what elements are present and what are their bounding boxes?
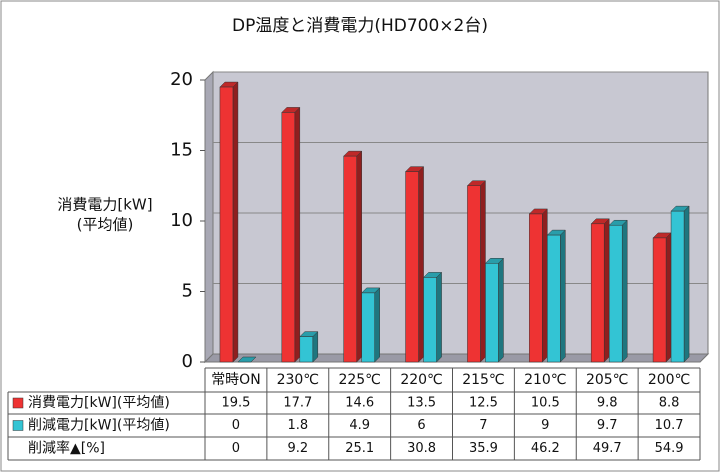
x-tick-label: 215℃ (462, 372, 504, 388)
y-tick-label: 20 (170, 69, 193, 90)
y-tick-label: 5 (182, 281, 193, 302)
legend-label: 削減電力[kW](平均値) (28, 417, 170, 434)
bar (652, 237, 667, 363)
x-tick-label: 220℃ (400, 372, 442, 388)
bar-side (542, 208, 548, 363)
x-tick-label: 常時ON (211, 372, 261, 388)
y-axis-label: 消費電力[kW] (57, 196, 152, 214)
bar-side (683, 205, 690, 363)
bar-side (498, 257, 504, 363)
back-wall (203, 71, 709, 363)
legend-swatch (12, 397, 24, 409)
bar (423, 277, 437, 363)
table-cell: 19.5 (221, 396, 250, 411)
table-cell: 30.8 (407, 441, 436, 456)
legend-label: 消費電力[kW](平均値) (28, 395, 170, 411)
table-cell: 54.9 (655, 441, 684, 456)
x-tick-label: 200℃ (648, 372, 690, 388)
bar-side (560, 229, 566, 363)
table-cell: 7 (479, 418, 487, 433)
y-tick-label: 15 (170, 140, 193, 161)
bar (529, 213, 543, 363)
table-cell: 14.6 (345, 396, 374, 411)
bar (590, 223, 605, 363)
table-cell: 10.5 (531, 396, 560, 411)
table-cell: 25.1 (345, 441, 374, 456)
y-tick-label: 0 (182, 351, 193, 372)
x-tick-label: 210℃ (524, 372, 566, 388)
bar-side (603, 218, 610, 363)
y-tick-label: 10 (170, 210, 193, 231)
x-tick-label: 205℃ (586, 372, 628, 388)
table-cell: 4.9 (349, 418, 370, 433)
row-label: 削減率▲[%] (28, 440, 105, 457)
bar (361, 292, 375, 363)
bar-side (356, 150, 362, 363)
bar-side (418, 166, 424, 363)
table-cell: 35.9 (469, 441, 498, 456)
bar (467, 185, 481, 363)
left-wall (204, 70, 214, 364)
bar (670, 210, 685, 363)
table-cell: 17.7 (283, 396, 312, 411)
table-cell: 9.2 (287, 441, 308, 456)
x-tick-label: 230℃ (277, 372, 319, 388)
bar-side (232, 81, 239, 363)
table-cell: 13.5 (407, 396, 436, 411)
bar (343, 155, 357, 363)
bar-top (237, 356, 257, 363)
bar-side (374, 287, 380, 363)
table-cell: 49.7 (593, 441, 622, 456)
table-cell: 46.2 (531, 441, 560, 456)
table-cell: 0 (232, 441, 240, 456)
legend-swatch (12, 420, 24, 431)
bar-side (294, 106, 301, 363)
bar-side (480, 180, 486, 363)
x-tick-label: 225℃ (338, 372, 380, 388)
table-cell: 10.7 (655, 418, 684, 433)
table-cell: 0 (232, 418, 240, 433)
bar (608, 224, 623, 363)
table-cell: 1.8 (287, 418, 308, 433)
bar (405, 171, 419, 363)
bar (547, 234, 561, 363)
floor (203, 353, 710, 363)
table-cell: 9.8 (597, 396, 618, 411)
table-cell: 9.7 (597, 418, 618, 433)
bar (299, 336, 314, 363)
bar (485, 263, 499, 363)
chart-title: DP温度と消費電力(HD700×2台) (232, 16, 488, 36)
bar (219, 86, 234, 363)
bar-side (621, 219, 628, 363)
table-cell: 9 (541, 418, 549, 433)
table-cell: 8.8 (659, 396, 680, 411)
bar-side (436, 271, 442, 363)
table-cell: 12.5 (469, 396, 498, 411)
bar (281, 112, 296, 363)
table-cell: 6 (417, 418, 425, 433)
bar-side (665, 232, 672, 363)
y-axis-label: (平均値) (77, 216, 134, 234)
